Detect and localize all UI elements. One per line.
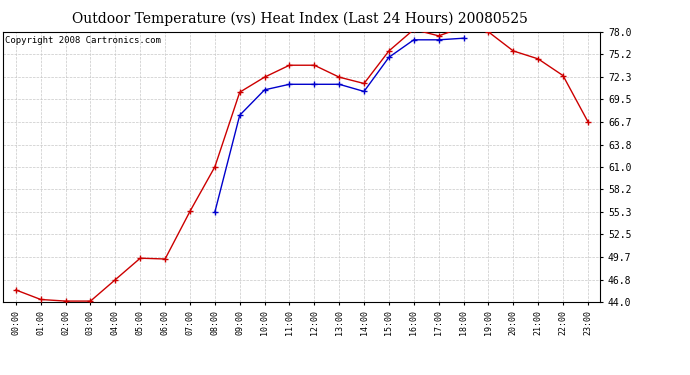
Text: Copyright 2008 Cartronics.com: Copyright 2008 Cartronics.com — [5, 36, 161, 45]
Text: Outdoor Temperature (vs) Heat Index (Last 24 Hours) 20080525: Outdoor Temperature (vs) Heat Index (Las… — [72, 11, 528, 26]
